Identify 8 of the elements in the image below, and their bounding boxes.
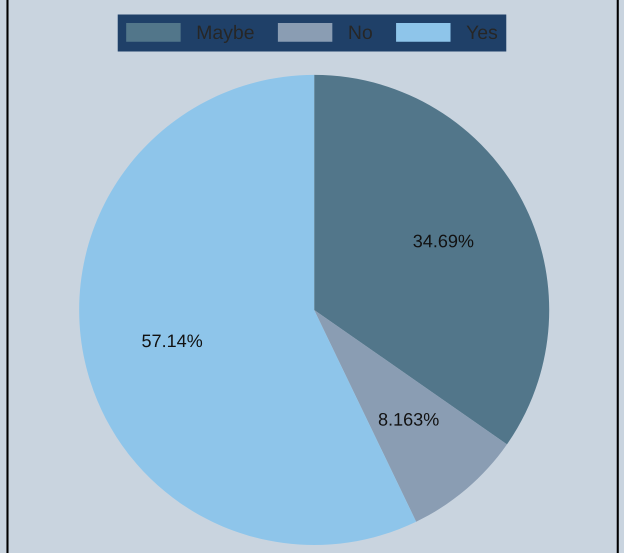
data-label: 34.69%	[413, 234, 474, 248]
legend-label: Yes	[466, 26, 498, 40]
legend-label: No	[349, 26, 372, 40]
legend-label: Maybe	[198, 24, 254, 44]
pie-slice	[314, 310, 507, 522]
data-label: 8.163%	[378, 412, 439, 426]
data-label: 57.14%	[142, 334, 202, 348]
pie-slice	[314, 74, 550, 444]
